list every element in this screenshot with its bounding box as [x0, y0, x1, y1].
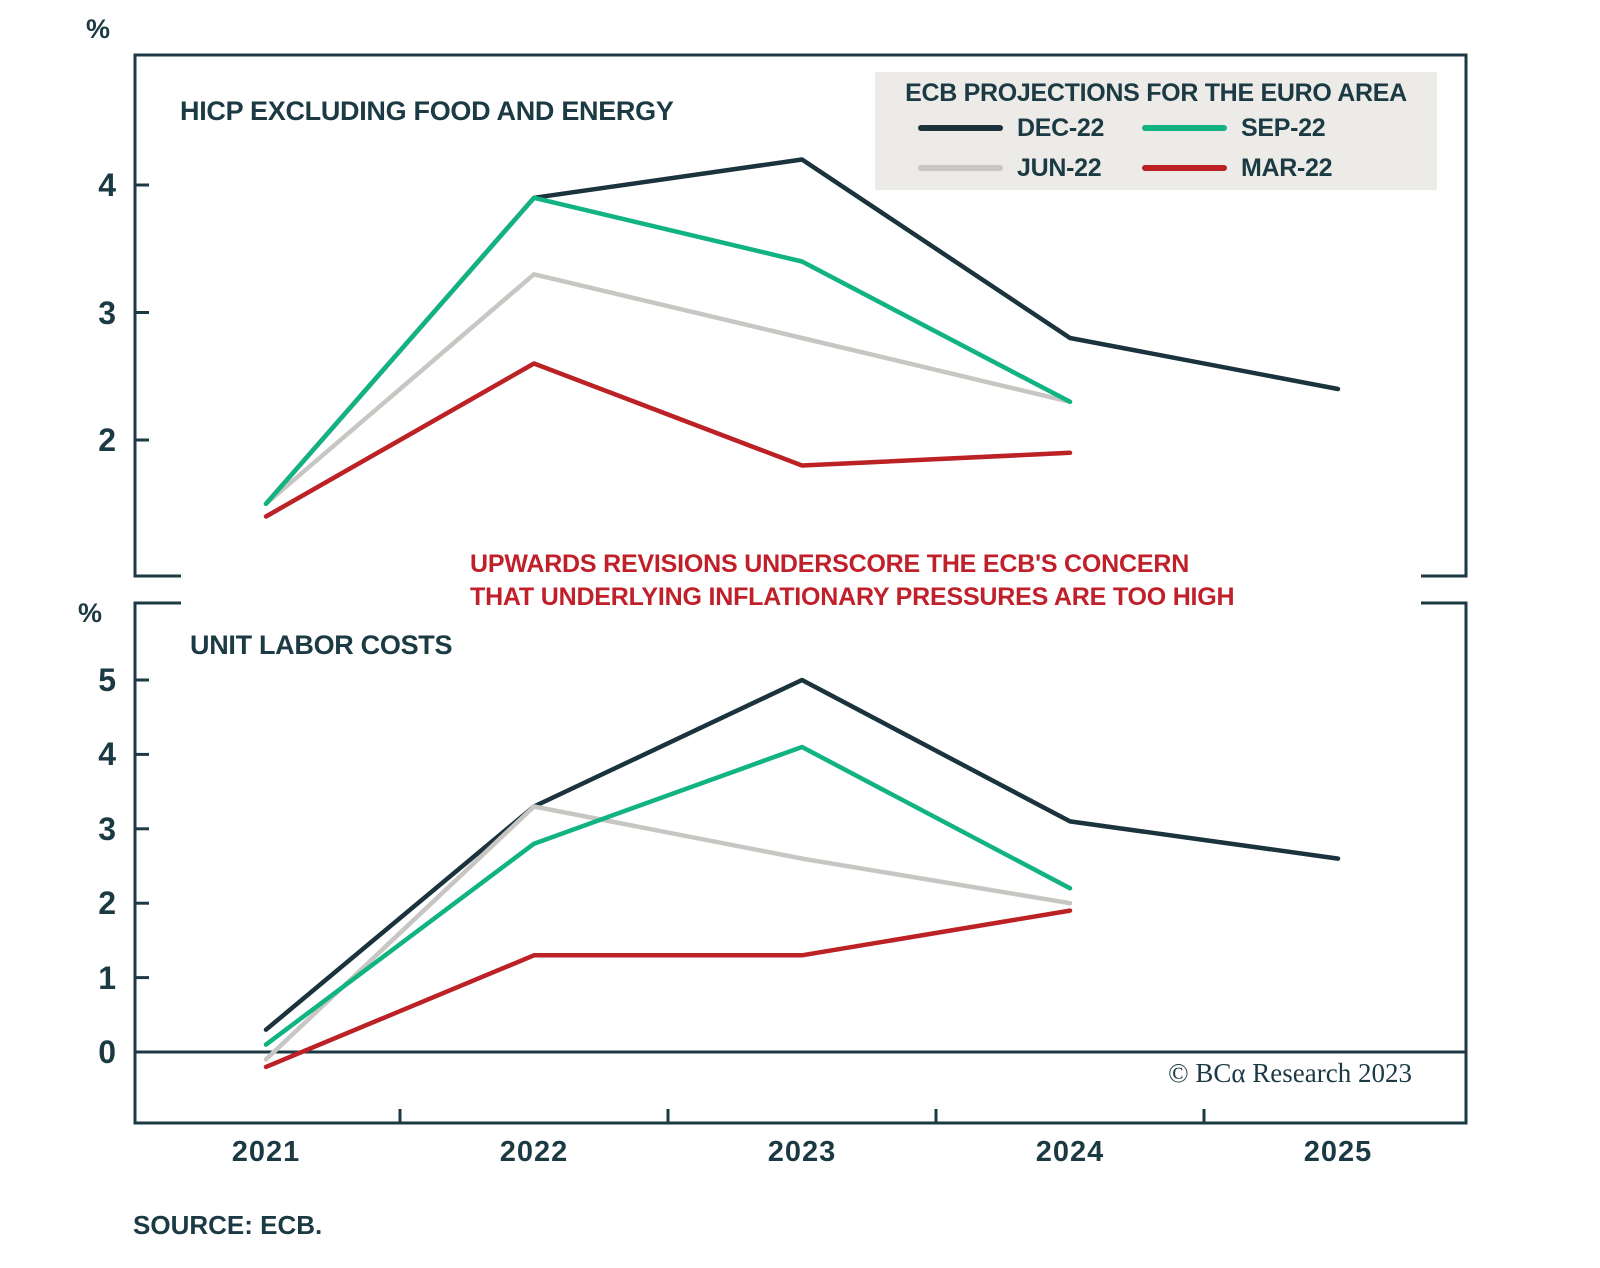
- y-tick-label: 4: [98, 167, 116, 203]
- legend-label-mar-22: MAR-22: [1241, 153, 1333, 182]
- series-line-dec-22: [263, 677, 1341, 1032]
- y-tick-label: 4: [98, 736, 116, 773]
- x-tick-label: 2024: [1035, 1136, 1105, 1168]
- series-line-mar-22: [263, 361, 1073, 519]
- legend-label-sep-22: SEP-22: [1241, 113, 1326, 142]
- legend-row: JUN-22 MAR-22: [875, 148, 1437, 188]
- y-tick-label: 5: [98, 662, 116, 698]
- legend-row: DEC-22 SEP-22: [875, 108, 1437, 148]
- legend-title: ECB PROJECTIONS FOR THE EURO AREA: [905, 79, 1407, 107]
- series-line-dec-22: [263, 157, 1341, 507]
- bottom-y-axis-unit: %: [78, 598, 103, 628]
- legend-label-dec-22: DEC-22: [1017, 113, 1105, 142]
- bottom-panel-title: UNIT LABOR COSTS: [190, 630, 453, 660]
- top-y-axis-unit: %: [86, 14, 111, 44]
- x-tick-label: 2025: [1303, 1136, 1373, 1168]
- y-tick-label: 3: [98, 294, 116, 331]
- legend-swatch-mar-22: [1142, 165, 1227, 171]
- legend: ECB PROJECTIONS FOR THE EURO AREA DEC-22…: [875, 72, 1437, 190]
- bottom-panel-frame: [133, 601, 1468, 1125]
- x-tick-label: 2022: [499, 1136, 569, 1168]
- top-series-lines: [263, 157, 1341, 519]
- legend-swatch-dec-22: [918, 125, 1003, 131]
- x-tick-label: 2021: [231, 1136, 301, 1168]
- bottom-series-lines: [263, 677, 1341, 1070]
- y-tick-label: 2: [98, 422, 116, 458]
- bottom-y-ticks: [135, 678, 149, 1054]
- annotation: UPWARDS REVISIONS UNDERSCORE THE ECB'S C…: [470, 548, 1330, 614]
- series-line-jun-22: [263, 272, 1073, 507]
- y-tick-label: 0: [98, 1034, 116, 1070]
- series-line-jun-22: [263, 804, 1073, 1062]
- x-axis-ticks: [398, 1109, 1206, 1122]
- legend-swatch-jun-22: [918, 165, 1003, 171]
- series-line-sep-22: [263, 744, 1073, 1047]
- copyright-note: © BCα Research 2023: [1168, 1058, 1412, 1088]
- top-panel-title: HICP EXCLUDING FOOD AND ENERGY: [180, 96, 674, 126]
- x-tick-label: 2023: [767, 1136, 837, 1168]
- annotation-line-2: THAT UNDERLYING INFLATIONARY PRESSURES A…: [470, 583, 1235, 611]
- top-panel-frame: [133, 53, 1468, 578]
- legend-label-jun-22: JUN-22: [1017, 153, 1102, 182]
- y-tick-label: 2: [98, 885, 116, 922]
- legend-swatch-sep-22: [1142, 125, 1227, 131]
- series-line-mar-22: [263, 908, 1073, 1070]
- top-y-ticks: [135, 183, 149, 442]
- y-tick-label: 3: [98, 810, 116, 847]
- y-tick-label: 1: [98, 959, 116, 996]
- annotation-line-1: UPWARDS REVISIONS UNDERSCORE THE ECB'S C…: [470, 550, 1190, 578]
- series-line-sep-22: [263, 195, 1073, 507]
- source-note: SOURCE: ECB.: [133, 1210, 323, 1240]
